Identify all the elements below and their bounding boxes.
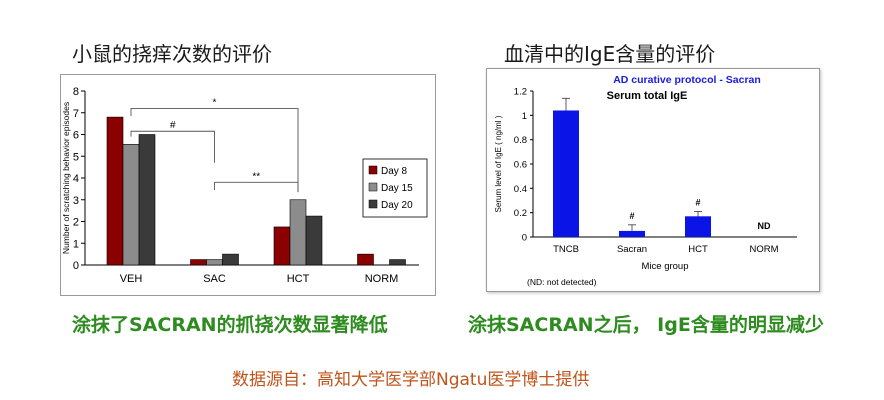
right-caption: 涂抹SACRAN之后， IgE含量的明显减少 <box>468 314 824 336</box>
significance-marker: # <box>170 120 176 131</box>
left-heading: 小鼠的挠痒次数的评价 <box>72 42 272 66</box>
y-axis-label: Serum level of IgE ( ng/ml ) <box>494 115 503 212</box>
x-tick-label: HCT <box>688 244 708 255</box>
bar-norm-day8 <box>357 253 374 266</box>
bar-annotation: # <box>629 211 634 221</box>
y-tick-label: 0.6 <box>514 160 527 171</box>
legend-label: Day 20 <box>381 200 413 211</box>
bar-tncb <box>553 110 579 237</box>
x-tick-label: NORM <box>365 273 399 285</box>
y-tick-label: 1.2 <box>514 87 527 98</box>
bar-veh-day8 <box>106 116 124 266</box>
bar-hct-day8 <box>273 226 291 266</box>
bar-hct-day15 <box>289 199 307 266</box>
legend-label: Day 8 <box>381 166 408 177</box>
bar-sac-day8 <box>190 259 207 266</box>
x-tick-label: Sacran <box>617 244 647 255</box>
legend-swatch <box>368 165 378 175</box>
chart-subtitle: Serum total IgE <box>607 90 688 102</box>
bar-hct-day20 <box>305 215 323 266</box>
scratching-chart-panel: 0 1 2 3 4 5 6 7 8 Number of scratching behavior e… <box>60 74 436 296</box>
y-tick-label: 2 <box>73 217 79 229</box>
y-tick-label: 1 <box>522 111 527 122</box>
significance-bracket <box>130 130 215 163</box>
ige-chart-panel: AD curative protocol - Sacran Serum total… <box>486 68 820 292</box>
chart-note: (ND: not detected) <box>527 277 597 287</box>
significance-marker: ** <box>252 171 260 182</box>
y-tick-label: 0.2 <box>514 208 527 219</box>
y-tick-label: 8 <box>73 86 79 98</box>
bar-veh-day20 <box>138 134 156 266</box>
bar-veh-day15 <box>122 143 140 266</box>
ige-chart: AD curative protocol - Sacran Serum total… <box>494 74 797 287</box>
bar-sac-day15 <box>206 259 223 266</box>
bar-sac-day20 <box>222 253 239 266</box>
y-tick-label: 0.4 <box>514 184 527 195</box>
significance-bracket <box>214 181 299 193</box>
legend-swatch <box>368 182 378 192</box>
bar-annotation: # <box>695 197 700 207</box>
x-tick-label: VEH <box>120 273 143 285</box>
y-tick-label: 0 <box>73 260 79 272</box>
x-axis-label: Mice group <box>642 261 689 272</box>
bar-sacran <box>619 230 645 237</box>
bar-norm-day20 <box>389 259 406 266</box>
significance-marker: * <box>213 97 217 108</box>
x-tick-label: SAC <box>203 273 226 285</box>
x-tick-label: TNCB <box>553 244 579 255</box>
significance-bracket <box>130 107 299 193</box>
right-heading: 血清中的IgE含量的评价 <box>504 42 716 66</box>
y-tick-label: 7 <box>73 108 79 120</box>
y-tick-label: 0 <box>522 233 527 244</box>
y-tick-label: 1 <box>73 238 79 250</box>
x-tick-label: NORM <box>749 244 778 255</box>
bar-annotation: ND <box>758 221 771 231</box>
x-tick-label: HCT <box>287 273 310 285</box>
y-tick-label: 3 <box>73 195 79 207</box>
legend-swatch <box>368 199 378 209</box>
y-axis-label: Number of scratching behavior episodes <box>61 102 71 254</box>
data-source: 数据源自：高知大学医学部Ngatu医学博士提供 <box>232 370 590 390</box>
left-caption: 涂抹了SACRAN的抓挠次数显著降低 <box>72 314 388 336</box>
y-tick-label: 0.8 <box>514 135 527 146</box>
legend-label: Day 15 <box>381 183 413 194</box>
chart-title: AD curative protocol - Sacran <box>613 74 761 86</box>
y-tick-label: 4 <box>73 173 79 185</box>
y-tick-label: 5 <box>73 151 79 163</box>
y-tick-label: 6 <box>73 130 79 142</box>
bar-hct <box>685 216 711 237</box>
